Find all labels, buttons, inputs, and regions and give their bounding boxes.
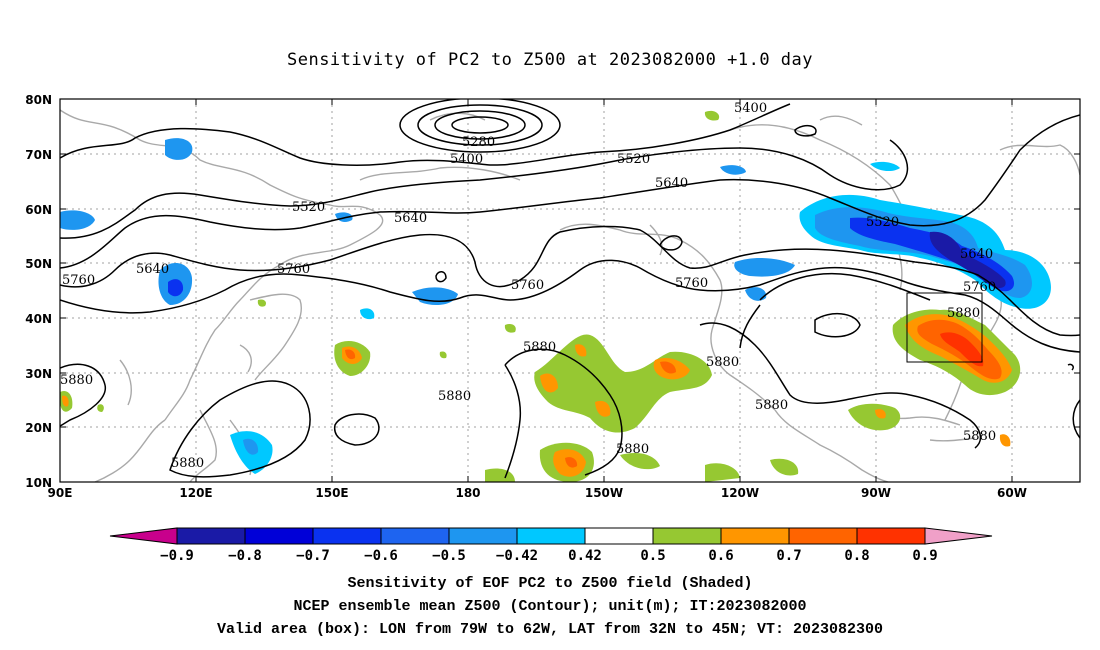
contour-label: 5880 bbox=[755, 398, 788, 413]
caption-line-3: Valid area (box): LON from 79W to 62W, L… bbox=[216, 621, 884, 638]
colorbar-label: 0.7 bbox=[776, 548, 801, 564]
contour-label: 5880 bbox=[616, 442, 649, 457]
caption-line-2: NCEP ensemble mean Z500 (Contour); unit(… bbox=[293, 598, 807, 615]
tick-marks bbox=[60, 98, 1080, 483]
colorbar-label: 0.8 bbox=[844, 548, 869, 564]
contour-label: 5760 bbox=[511, 278, 544, 293]
lon-tick-label: 180 bbox=[455, 486, 480, 500]
contour-label: 5880 bbox=[60, 373, 93, 388]
contour-label: 5520 bbox=[292, 200, 325, 215]
contour-label: 5880 bbox=[171, 456, 204, 471]
colorbar-bin bbox=[516, 527, 586, 545]
latitude-labels: 80N 70N 60N 50N 40N 30N 20N 10N bbox=[25, 93, 52, 490]
z500-contours bbox=[60, 99, 1080, 479]
colorbar-bin bbox=[244, 527, 314, 545]
validation-area-box bbox=[906, 292, 983, 363]
lat-tick-label: 30N bbox=[25, 367, 52, 381]
lat-tick-label: 50N bbox=[25, 257, 52, 271]
colorbar-bin bbox=[856, 527, 926, 545]
colorbar-label: −0.5 bbox=[432, 548, 466, 564]
colorbar-label: 0.9 bbox=[912, 548, 937, 564]
contour-label: 5760 bbox=[675, 276, 708, 291]
contour-label: 5280 bbox=[462, 135, 495, 150]
colorbar-low-extend bbox=[109, 527, 178, 545]
colorbar-label: −0.6 bbox=[364, 548, 398, 564]
colorbar-label: 0.5 bbox=[640, 548, 665, 564]
chart-title: Sensitivity of PC2 to Z500 at 2023082000… bbox=[286, 50, 813, 70]
contour-label: 5760 bbox=[277, 262, 310, 277]
contour-label: 5640 bbox=[655, 176, 688, 191]
lat-tick-label: 40N bbox=[25, 312, 52, 326]
contour-label: 5880 bbox=[438, 389, 471, 404]
colorbar-label: 0.6 bbox=[708, 548, 733, 564]
colorbar-bin bbox=[788, 527, 858, 545]
colorbar-bin bbox=[312, 527, 382, 545]
colorbar bbox=[109, 527, 993, 545]
contour-label: 5640 bbox=[136, 262, 169, 277]
lat-tick-label: 20N bbox=[25, 421, 52, 435]
lon-tick-label: 150W bbox=[585, 486, 623, 500]
lon-tick-label: 90W bbox=[861, 486, 891, 500]
contour-label: 5760 bbox=[963, 280, 996, 295]
colorbar-label: −0.8 bbox=[228, 548, 262, 564]
contour-labels: 5400 5280 5400 5520 5520 5640 5640 5640 … bbox=[60, 101, 996, 471]
contour-label: 5520 bbox=[617, 152, 650, 167]
contour-label: 5520 bbox=[866, 215, 899, 230]
lon-tick-label: 120W bbox=[721, 486, 759, 500]
contour-label: 5880 bbox=[706, 355, 739, 370]
contour-label: 5400 bbox=[734, 101, 767, 116]
colorbar-bin bbox=[448, 527, 518, 545]
caption-line-1: Sensitivity of EOF PC2 to Z500 field (Sh… bbox=[347, 575, 753, 592]
colorbar-bin bbox=[720, 527, 790, 545]
colorbar-label: −0.9 bbox=[160, 548, 194, 564]
lon-tick-label: 90E bbox=[48, 486, 73, 500]
map-background bbox=[60, 99, 1080, 482]
lon-tick-label: 150E bbox=[315, 486, 348, 500]
colorbar-bin bbox=[176, 527, 246, 545]
positive-sensitivity-shading bbox=[60, 110, 1021, 482]
longitude-labels: 90E 120E 150E 180 150W 120W 90W 60W bbox=[48, 486, 1027, 500]
colorbar-bin bbox=[380, 527, 450, 545]
colorbar-labels: −0.9 −0.8 −0.7 −0.6 −0.5 −0.42 0.42 0.5 … bbox=[160, 548, 938, 564]
colorbar-bin bbox=[652, 527, 722, 545]
colorbar-label: −0.7 bbox=[296, 548, 330, 564]
colorbar-label: −0.42 bbox=[496, 548, 538, 564]
contour-label: 5880 bbox=[947, 306, 980, 321]
lat-tick-label: 60N bbox=[25, 203, 52, 217]
contour-label: 5760 bbox=[62, 273, 95, 288]
lat-tick-label: 80N bbox=[25, 93, 52, 107]
contour-label: 5880 bbox=[963, 429, 996, 444]
lon-tick-label: 60W bbox=[997, 486, 1027, 500]
lat-tick-label: 10N bbox=[25, 476, 52, 490]
colorbar-high-extend bbox=[924, 527, 993, 545]
lon-tick-label: 120E bbox=[179, 486, 212, 500]
lat-tick-label: 70N bbox=[25, 148, 52, 162]
contour-label: 5640 bbox=[394, 211, 427, 226]
map-frame bbox=[59, 98, 1081, 483]
colorbar-label: 0.42 bbox=[568, 548, 602, 564]
contour-label: 5880 bbox=[523, 340, 556, 355]
colorbar-bin bbox=[584, 527, 654, 545]
contour-label: 5640 bbox=[960, 247, 993, 262]
contour-label: 5400 bbox=[450, 152, 483, 167]
